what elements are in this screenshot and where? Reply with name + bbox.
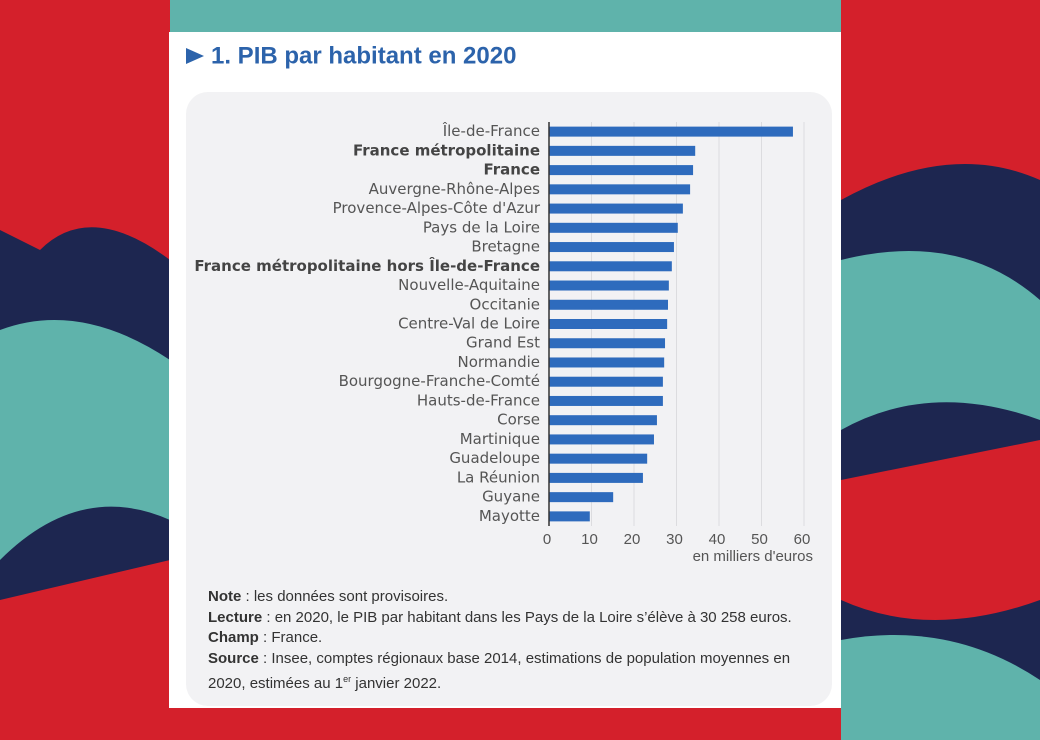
y-tick-label: Provence-Alpes-Côte d'Azur — [333, 199, 541, 217]
bar — [549, 261, 672, 272]
y-tick-label: Nouvelle-Aquitaine — [398, 276, 540, 294]
y-tick-label: France métropolitaine — [353, 141, 540, 159]
note: Source : Insee, comptes régionaux base 2… — [208, 649, 818, 695]
bar — [549, 203, 683, 214]
note-label: Lecture — [208, 608, 263, 626]
y-tick-label: Grand Est — [466, 334, 540, 352]
y-tick-label: Centre-Val de Loire — [398, 315, 540, 333]
y-tick-label: Bretagne — [471, 238, 540, 256]
note: Champ : France. — [208, 628, 818, 649]
title-icon — [186, 48, 204, 64]
bar — [549, 395, 663, 406]
note-label: Source — [208, 649, 259, 667]
note: Note : les données sont provisoires. — [208, 587, 818, 608]
bar — [549, 511, 590, 522]
bar — [549, 453, 648, 464]
note-text: janvier 2022. — [351, 675, 442, 692]
bar — [549, 319, 668, 329]
x-tick-label: 0 — [543, 531, 551, 548]
note: Lecture : en 2020, le PIB par habitant d… — [208, 608, 818, 629]
x-tick-label: 10 — [581, 531, 598, 548]
bar — [549, 299, 668, 310]
note-text: : les données sont provisoires. — [241, 588, 449, 605]
bar — [549, 415, 657, 426]
note-label: Champ — [208, 629, 259, 646]
y-tick-label: Occitanie — [470, 295, 540, 313]
x-tick-label: 60 — [794, 531, 811, 548]
y-tick-label: Guadeloupe — [449, 449, 540, 467]
bar — [549, 492, 614, 503]
bar — [549, 145, 696, 156]
x-tick-label: 30 — [666, 531, 683, 548]
y-tick-label: Martinique — [460, 430, 540, 448]
x-axis-title: en milliers d'euros — [693, 548, 813, 565]
note-text: : France. — [258, 629, 323, 646]
bar — [549, 472, 643, 483]
bar — [549, 242, 674, 253]
y-tick-label: Corse — [497, 411, 540, 429]
y-tick-label: Île-de-France — [442, 121, 540, 140]
x-tick-label: 20 — [624, 531, 641, 548]
bar — [549, 165, 694, 176]
chart-title: 1. PIB par habitant en 2020 — [211, 42, 516, 69]
y-tick-label: Hauts-de-France — [417, 391, 540, 409]
y-tick-label: France — [483, 161, 540, 179]
bar — [549, 222, 678, 233]
bar — [549, 126, 793, 137]
bar — [549, 280, 669, 291]
y-tick-label: Normandie — [457, 353, 540, 371]
note-label: Note — [208, 588, 242, 605]
y-tick-label: La Réunion — [457, 468, 540, 486]
bar — [549, 338, 666, 349]
bar — [549, 376, 663, 387]
note-sup: er — [343, 674, 352, 684]
y-tick-label: France métropolitaine hors Île-de-France — [194, 256, 540, 275]
x-tick-label: 40 — [709, 531, 726, 548]
y-tick-label: Guyane — [482, 488, 540, 506]
y-tick-label: Auvergne-Rhône-Alpes — [369, 180, 541, 198]
note-text: : en 2020, le PIB par habitant dans les … — [262, 608, 792, 626]
y-tick-label: Bourgogne-Franche-Comté — [339, 372, 540, 390]
x-tick-label: 50 — [751, 531, 768, 548]
bar — [549, 357, 665, 368]
y-tick-label: Mayotte — [479, 507, 540, 525]
notes: Note : les données sont provisoires. Lect… — [208, 587, 818, 695]
bar — [549, 184, 691, 195]
y-tick-label: Pays de la Loire — [423, 218, 540, 236]
bar — [549, 434, 654, 445]
note-text: : Insee, comptes régionaux base 2014, es… — [208, 649, 791, 693]
